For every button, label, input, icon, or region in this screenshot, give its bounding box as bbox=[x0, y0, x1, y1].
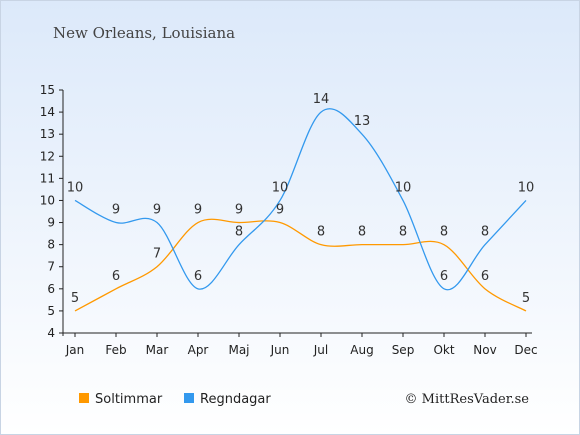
data-label-regndagar: 10 bbox=[518, 180, 535, 195]
legend-label-regndagar: Regndagar bbox=[200, 392, 271, 407]
y-tick-label: 12 bbox=[40, 149, 55, 163]
legend-swatch-soltimmar bbox=[79, 393, 89, 403]
legend-swatch-regndagar bbox=[184, 393, 194, 403]
axes: 4 5 6 7 8 9 10 11 12 13 14 15 Jan Feb Mar Apr Maj Jun Jul A… bbox=[40, 83, 538, 357]
data-label-regndagar: 13 bbox=[354, 114, 371, 129]
x-tick-label: Sep bbox=[392, 343, 415, 357]
y-tick-label: 10 bbox=[40, 193, 55, 207]
data-label-soltimmar: 5 bbox=[71, 291, 79, 306]
data-label-regndagar: 9 bbox=[112, 203, 120, 218]
data-label-soltimmar: 6 bbox=[481, 269, 489, 284]
data-label-regndagar: 10 bbox=[395, 180, 412, 195]
chart-title: New Orleans, Louisiana bbox=[53, 24, 235, 42]
data-label-soltimmar: 8 bbox=[317, 225, 325, 240]
y-tick-label: 8 bbox=[47, 238, 55, 252]
data-label-soltimmar: 8 bbox=[358, 225, 366, 240]
series-line-regndagar bbox=[74, 108, 527, 291]
data-label-regndagar: 8 bbox=[481, 225, 489, 240]
y-tick-label: 15 bbox=[40, 83, 55, 97]
data-label-soltimmar: 6 bbox=[112, 269, 120, 284]
data-label-regndagar: 6 bbox=[194, 269, 202, 284]
data-label-soltimmar: 9 bbox=[194, 203, 202, 218]
x-tick-label: Jun bbox=[270, 343, 290, 357]
series-lines bbox=[74, 108, 527, 312]
data-label-soltimmar: 8 bbox=[440, 225, 448, 240]
y-tick-label: 11 bbox=[40, 171, 55, 185]
data-labels: 5 6 7 9 9 9 8 8 8 8 6 5 10 9 9 6 8 10 14 13 10 6 8 10 bbox=[67, 92, 535, 306]
x-tick-label: Aug bbox=[350, 343, 373, 357]
y-tick-label: 9 bbox=[47, 216, 55, 230]
x-tick-label: Okt bbox=[433, 343, 454, 357]
data-label-regndagar: 14 bbox=[313, 92, 330, 107]
y-tick-label: 7 bbox=[47, 260, 55, 274]
y-tick-label: 14 bbox=[40, 105, 55, 119]
x-tick-label: Jan bbox=[65, 343, 85, 357]
data-label-regndagar: 9 bbox=[153, 203, 161, 218]
series-line-soltimmar bbox=[74, 218, 527, 312]
data-label-regndagar: 6 bbox=[440, 269, 448, 284]
data-label-regndagar: 10 bbox=[272, 180, 289, 195]
data-label-soltimmar: 9 bbox=[235, 203, 243, 218]
x-tick-label: Dec bbox=[514, 343, 537, 357]
y-tick-label: 6 bbox=[47, 282, 55, 296]
data-label-soltimmar: 5 bbox=[522, 291, 530, 306]
data-label-regndagar: 10 bbox=[67, 180, 84, 195]
legend-label-soltimmar: Soltimmar bbox=[95, 392, 163, 407]
data-label-soltimmar: 9 bbox=[276, 203, 284, 218]
data-label-regndagar: 8 bbox=[235, 225, 243, 240]
y-tick-label: 5 bbox=[47, 304, 55, 318]
x-tick-label: Jul bbox=[313, 343, 328, 357]
data-label-soltimmar: 8 bbox=[399, 225, 407, 240]
data-label-soltimmar: 7 bbox=[153, 247, 161, 262]
y-tick-label: 4 bbox=[47, 326, 55, 340]
legend: Soltimmar Regndagar bbox=[79, 392, 271, 407]
x-tick-label: Nov bbox=[473, 343, 496, 357]
x-tick-label: Mar bbox=[146, 343, 169, 357]
credit-text: © MittResVader.se bbox=[405, 392, 530, 407]
x-tick-label: Feb bbox=[105, 343, 126, 357]
x-tick-label: Apr bbox=[188, 343, 209, 357]
y-tick-label: 13 bbox=[40, 127, 55, 141]
x-tick-label: Maj bbox=[228, 343, 249, 357]
